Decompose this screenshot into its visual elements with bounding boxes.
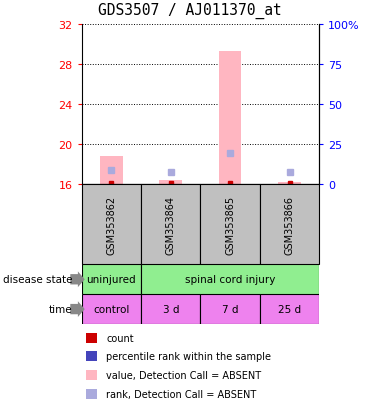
- Bar: [260, 184, 319, 265]
- Text: value, Detection Call = ABSENT: value, Detection Call = ABSENT: [106, 370, 261, 380]
- Bar: [82, 184, 141, 265]
- Text: count: count: [106, 333, 134, 343]
- Bar: [160, 181, 182, 184]
- Text: 3 d: 3 d: [163, 304, 179, 314]
- Text: GSM353864: GSM353864: [166, 195, 176, 254]
- Bar: [201, 184, 260, 265]
- Text: GSM353866: GSM353866: [285, 195, 294, 254]
- Bar: [201, 294, 260, 324]
- Bar: [82, 294, 141, 324]
- Text: GSM353865: GSM353865: [225, 195, 235, 254]
- Text: uninjured: uninjured: [87, 275, 136, 285]
- Bar: [141, 184, 201, 265]
- Bar: [219, 52, 241, 184]
- Text: control: control: [93, 304, 130, 314]
- Text: rank, Detection Call = ABSENT: rank, Detection Call = ABSENT: [106, 389, 256, 399]
- Bar: [141, 265, 319, 294]
- Text: disease state: disease state: [3, 275, 72, 285]
- Bar: [278, 183, 301, 184]
- Text: time: time: [49, 304, 72, 314]
- Text: GDS3507 / AJ011370_at: GDS3507 / AJ011370_at: [98, 3, 282, 19]
- Text: 25 d: 25 d: [278, 304, 301, 314]
- Bar: [100, 157, 123, 184]
- Text: 7 d: 7 d: [222, 304, 238, 314]
- Text: spinal cord injury: spinal cord injury: [185, 275, 276, 285]
- Bar: [141, 294, 201, 324]
- Bar: [260, 294, 319, 324]
- Text: percentile rank within the sample: percentile rank within the sample: [106, 351, 271, 361]
- Text: GSM353862: GSM353862: [106, 195, 116, 254]
- Bar: [82, 265, 141, 294]
